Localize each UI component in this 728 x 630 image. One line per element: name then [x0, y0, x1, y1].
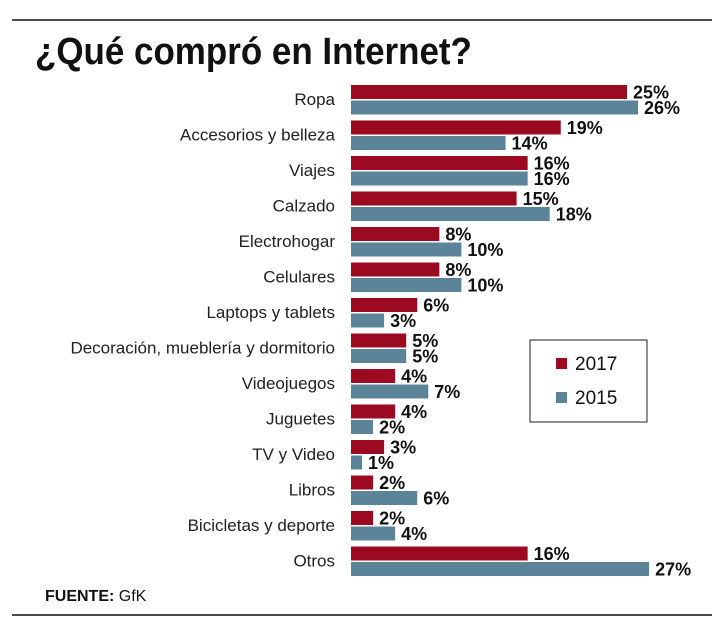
legend-label-2017: 2017 [575, 354, 617, 375]
value-label-2017: 16% [534, 154, 570, 174]
bar-2017 [351, 298, 418, 312]
category-label: Bicicletas y deporte [188, 516, 335, 535]
value-label-2015: 16% [534, 169, 570, 189]
value-label-2017: 3% [390, 438, 416, 458]
bar-2015 [351, 455, 363, 470]
bar-2015 [351, 136, 506, 150]
value-label-2015: 4% [401, 524, 427, 544]
bar-2017 [351, 227, 440, 241]
bar-2015 [351, 242, 462, 257]
bars-group: Ropa 25%26% Accesorios y belleza 19% 14% Viaj… [70, 83, 691, 580]
bar-2015 [351, 420, 374, 434]
bar-2015 [351, 491, 418, 505]
category-label: Otros [293, 552, 335, 571]
value-label-2015: 27% [655, 560, 691, 580]
category-label: Juguetes [266, 410, 335, 429]
value-label-2015: 1% [368, 453, 394, 473]
legend-box [529, 339, 648, 423]
value-label-2015: 26% [644, 98, 680, 118]
category-label: Celulares [263, 268, 335, 287]
category-label: TV y Video [252, 445, 335, 464]
value-label-2017: 2% [379, 509, 405, 529]
bar-2017 [351, 85, 627, 99]
bar-2015 [351, 278, 462, 292]
category-label: Accesorios y belleza [180, 126, 336, 145]
value-label-2015: 5% [412, 347, 438, 367]
value-label-2017: 6% [423, 296, 449, 316]
bar-2015 [351, 349, 407, 363]
category-label: Videojuegos [242, 374, 335, 393]
bar-2017 [351, 156, 528, 170]
value-label-2017: 8% [445, 225, 471, 245]
source-label: FUENTE: [45, 588, 114, 605]
category-label: Ropa [294, 90, 335, 109]
bar-2017 [351, 511, 374, 525]
bar-2015 [351, 171, 528, 186]
bar-2017 [351, 333, 407, 348]
category-label: Electrohogar [239, 232, 336, 251]
bar-2017 [351, 369, 396, 383]
bar-2015 [351, 562, 650, 576]
bar-2017 [351, 120, 561, 135]
legend: 2017 2015 [529, 339, 648, 423]
bar-2015 [351, 100, 639, 115]
value-label-2015: 14% [512, 134, 548, 154]
chart-title: ¿Qué compró en Internet? [35, 30, 472, 73]
value-label-2015: 10% [467, 276, 503, 296]
category-label: Viajes [289, 161, 335, 180]
bar-2017 [351, 262, 440, 277]
value-label-2017: 16% [534, 544, 570, 564]
bar-2017 [351, 404, 396, 419]
bar-2017 [351, 475, 374, 490]
value-label-2017: 5% [412, 331, 438, 351]
category-label: Decoración, mueblería y dormitorio [70, 339, 335, 358]
value-label-2017: 25% [633, 83, 669, 103]
bar-2015 [351, 313, 385, 328]
bar-2017 [351, 191, 517, 206]
value-label-2017: 19% [567, 118, 603, 138]
bar-2017 [351, 440, 385, 454]
value-label-2017: 15% [523, 189, 559, 209]
bar-2015 [351, 207, 550, 221]
bar-2015 [351, 526, 396, 541]
value-label-2015: 18% [556, 205, 592, 225]
legend-label-2015: 2015 [575, 388, 617, 409]
source-note: FUENTE: GfK [45, 588, 147, 605]
legend-swatch-2015 [556, 392, 567, 403]
value-label-2017: 4% [401, 402, 427, 422]
value-label-2017: 8% [445, 260, 471, 280]
source-value: GfK [119, 588, 147, 605]
value-label-2015: 6% [423, 489, 449, 509]
value-label-2015: 7% [434, 382, 460, 402]
value-label-2017: 2% [379, 473, 405, 493]
value-label-2015: 10% [467, 240, 503, 260]
value-label-2017: 4% [401, 367, 427, 387]
category-label: Calzado [273, 197, 335, 216]
bar-2015 [351, 384, 429, 399]
legend-swatch-2017 [556, 358, 567, 369]
value-label-2015: 3% [390, 311, 416, 331]
bar-2017 [351, 546, 528, 561]
category-label: Laptops y tablets [206, 303, 335, 322]
value-label-2015: 2% [379, 418, 405, 438]
category-label: Libros [289, 481, 335, 500]
